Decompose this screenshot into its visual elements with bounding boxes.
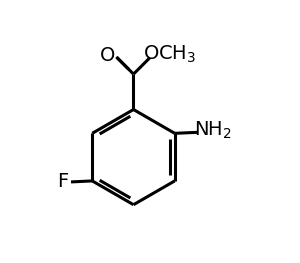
Text: F: F (57, 173, 68, 191)
Text: OCH$_3$: OCH$_3$ (142, 43, 196, 65)
Text: O: O (100, 47, 116, 65)
Text: NH$_2$: NH$_2$ (194, 120, 232, 141)
